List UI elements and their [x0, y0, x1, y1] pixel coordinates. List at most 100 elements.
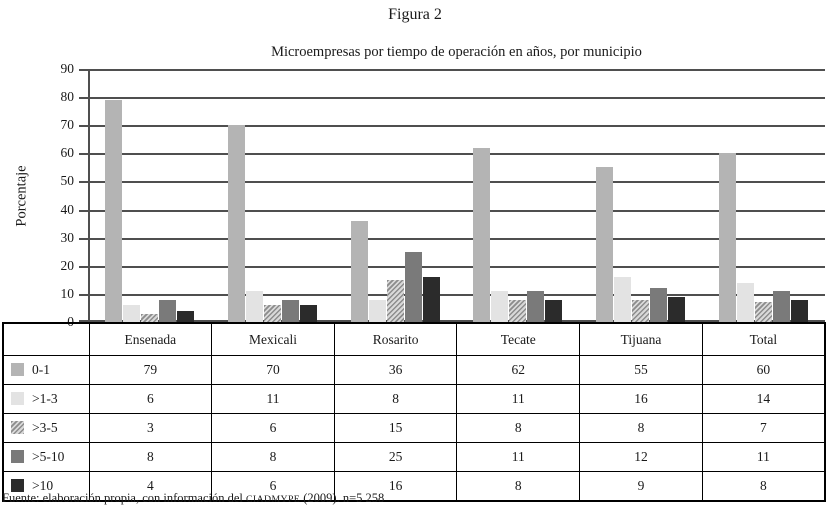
table-row: >3-5 3 6 15 8 8 7 — [2, 413, 826, 443]
value-cell-ensenada->10: 4 — [88, 471, 213, 502]
bar-total->5-10 — [773, 291, 791, 322]
column-header-rosarito: Rosarito — [333, 322, 458, 356]
value-cell-rosarito->3-5: 15 — [333, 413, 458, 443]
source-suffix: (2009). n=5 258 — [300, 491, 385, 505]
gridline-y-30 — [88, 237, 825, 240]
legend-label: >1-3 — [32, 391, 58, 406]
y-tick-label-40: 40 — [60, 201, 75, 217]
y-tick-mark — [79, 320, 88, 322]
bar-ensenada->5-10 — [158, 299, 176, 322]
table-header-row: Ensenada Mexicali Rosarito Tecate Tijuana Tot… — [2, 322, 826, 356]
value-cell-mexicali->3-5: 6 — [211, 413, 335, 443]
gridline-y-70 — [88, 125, 825, 128]
legend-label: 0-1 — [32, 362, 50, 377]
bar-group-tecate — [457, 69, 580, 322]
legend-cell-0-1: 0-1 — [2, 355, 90, 385]
value-cell-total->3-5: 7 — [701, 413, 826, 443]
source-note: Fuente: elaboración propia, con informac… — [2, 491, 384, 506]
column-header-tecate: Tecate — [456, 322, 581, 356]
gridline-y-20 — [88, 265, 825, 268]
bar-mexicali->10 — [299, 305, 317, 322]
y-tick-label-0: 0 — [67, 314, 74, 329]
y-tick-mark — [79, 125, 88, 128]
gridline-y-60 — [88, 153, 825, 156]
legend-swatch-icon — [11, 363, 24, 376]
legend-swatch-icon — [11, 450, 24, 463]
legend-label: >10 — [32, 478, 54, 493]
value-cell-tecate->3-5: 8 — [456, 413, 581, 443]
bar-group-rosarito — [334, 69, 457, 322]
column-header-mexicali: Mexicali — [211, 322, 335, 356]
y-tick-label-50: 50 — [60, 173, 75, 189]
bar-ensenada->1-3 — [122, 305, 140, 322]
legend-label: >5-10 — [32, 449, 65, 464]
legend-cell->10: >10 — [2, 471, 90, 502]
legend-cell->1-3: >1-3 — [2, 384, 90, 414]
value-cell-total-0-1: 60 — [701, 355, 826, 385]
column-header-ensenada: Ensenada — [88, 322, 213, 356]
gridline-y-50 — [88, 181, 825, 184]
bar-tecate->10 — [545, 299, 563, 322]
value-cell-mexicali->1-3: 11 — [211, 384, 335, 414]
y-tick-label-20: 20 — [60, 257, 75, 273]
legend-cell->5-10: >5-10 — [2, 442, 90, 472]
value-cell-ensenada->5-10: 8 — [88, 442, 213, 472]
bar-mexicali-0-1 — [227, 125, 245, 322]
value-cell-tecate->1-3: 11 — [456, 384, 581, 414]
bar-total->10 — [791, 299, 809, 322]
value-cell-rosarito-0-1: 36 — [333, 355, 458, 385]
value-cell-rosarito->10: 16 — [333, 471, 458, 502]
y-tick-mark — [79, 209, 88, 212]
y-tick-mark — [79, 237, 88, 240]
y-tick-mark — [79, 181, 88, 184]
value-cell-tijuana-0-1: 55 — [579, 355, 703, 385]
y-tick-label-60: 60 — [60, 145, 75, 161]
value-cell-total->5-10: 11 — [701, 442, 826, 472]
bar-tijuana->3-5 — [632, 299, 650, 322]
value-cell-rosarito->5-10: 25 — [333, 442, 458, 472]
chart-title: Microempresas por tiempo de operación en… — [271, 44, 642, 60]
value-cell-mexicali->5-10: 8 — [211, 442, 335, 472]
gridline-y-40 — [88, 209, 825, 212]
gridline-y-10 — [88, 293, 825, 296]
value-cell-tecate-0-1: 62 — [456, 355, 581, 385]
bar-mexicali->1-3 — [245, 291, 263, 322]
legend-cell->3-5: >3-5 — [2, 413, 90, 443]
bar-tijuana-0-1 — [596, 167, 614, 322]
bar-tecate->3-5 — [509, 299, 527, 322]
y-tick-label-90: 90 — [60, 61, 75, 76]
bar-group-tijuana — [579, 69, 702, 322]
value-cell-tijuana->10: 9 — [579, 471, 703, 502]
bar-total-0-1 — [719, 153, 737, 322]
bar-tecate->1-3 — [491, 291, 509, 322]
plot-area: 0 10 20 30 40 50 60 70 80 90 — [61, 61, 825, 329]
legend-label: >3-5 — [32, 420, 58, 435]
table-row: >1-3 6 11 8 11 16 14 — [2, 384, 826, 414]
y-tick-label-10: 10 — [60, 285, 75, 301]
legend-swatch-icon — [11, 392, 24, 405]
y-axis-line — [88, 69, 90, 322]
source-prefix: Fuente: elaboración propia, con informac… — [2, 491, 247, 505]
table-row: 0-1 79 70 36 62 55 60 — [2, 355, 826, 385]
y-axis-title: Porcentaje — [13, 165, 30, 227]
legend-swatch-icon — [11, 421, 24, 434]
value-cell-ensenada->3-5: 3 — [88, 413, 213, 443]
table-row: >5-10 8 8 25 11 12 11 — [2, 442, 826, 472]
value-cell-ensenada->1-3: 6 — [88, 384, 213, 414]
bar-rosarito-0-1 — [350, 220, 368, 322]
y-tick-mark — [79, 97, 88, 100]
source-acronym: CIADMYPE — [246, 494, 301, 505]
value-cell-tecate->10: 8 — [456, 471, 581, 502]
gridline-y-90 — [88, 69, 825, 71]
value-cell-total->1-3: 14 — [701, 384, 826, 414]
bar-mexicali->5-10 — [281, 299, 299, 322]
bar-group-ensenada — [88, 69, 211, 322]
bar-rosarito->5-10 — [404, 251, 422, 322]
table-row: >10 4 6 16 8 9 8 — [2, 471, 826, 502]
bar-tijuana->5-10 — [650, 288, 668, 322]
bar-total->1-3 — [737, 282, 755, 322]
bar-mexicali->3-5 — [263, 305, 281, 322]
value-cell-tijuana->1-3: 16 — [579, 384, 703, 414]
bar-ensenada->3-5 — [140, 313, 158, 322]
